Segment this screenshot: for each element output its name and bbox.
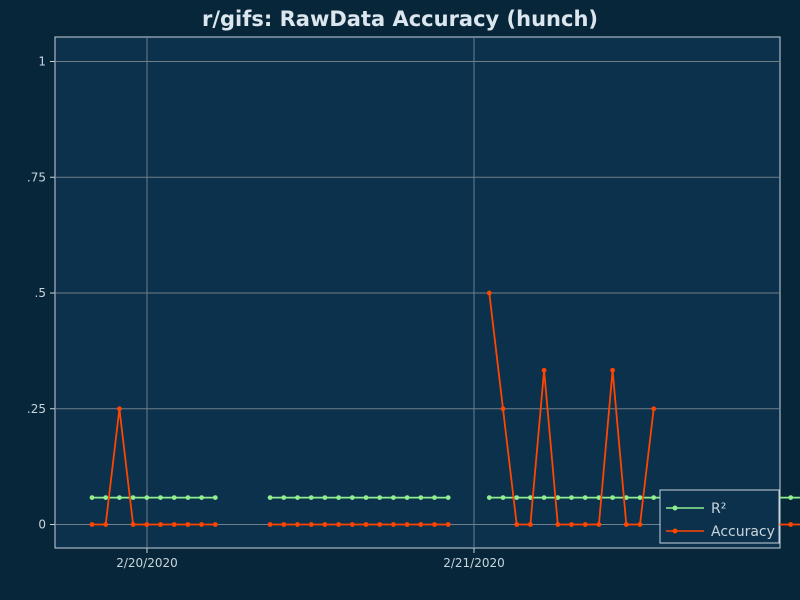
data-point-r2: [336, 495, 341, 500]
legend-box: [659, 489, 780, 544]
data-point-r2: [377, 495, 383, 500]
data-point-accuracy: [651, 406, 657, 412]
series-line-accuracy: [92, 407, 216, 526]
data-point-accuracy: [212, 522, 218, 527]
data-point-r2: [528, 495, 533, 500]
data-point-accuracy: [349, 522, 355, 527]
data-point-accuracy: [432, 522, 437, 527]
data-point-accuracy: [89, 522, 95, 527]
legend: R² Accuracy: [659, 489, 780, 544]
data-point-accuracy: [486, 290, 492, 296]
data-point-r2: [322, 495, 328, 500]
data-point-r2: [144, 495, 150, 500]
y-tick-label: 1: [38, 55, 46, 69]
data-point-r2: [199, 495, 205, 500]
data-point-accuracy: [596, 522, 602, 527]
data-point-accuracy: [623, 522, 629, 527]
data-point-r2: [89, 495, 95, 500]
data-point-accuracy: [199, 522, 205, 527]
data-point-accuracy: [500, 406, 506, 412]
data-point-accuracy: [788, 522, 794, 527]
data-point-r2: [281, 495, 287, 500]
data-point-accuracy: [445, 522, 451, 527]
data-point-accuracy: [391, 522, 396, 527]
data-point-r2: [582, 495, 588, 500]
legend-label-accuracy: Accuracy: [711, 524, 775, 540]
y-tick-label: 0: [38, 518, 46, 532]
series-layer: [89, 290, 800, 527]
data-point-r2: [555, 495, 561, 500]
x-tick-label: 2/20/2020: [116, 556, 178, 570]
data-point-r2: [569, 495, 574, 500]
data-point-r2: [514, 495, 520, 500]
data-point-accuracy: [418, 522, 424, 527]
legend-marker-r2: [672, 505, 678, 511]
data-point-r2: [596, 495, 602, 500]
data-point-r2: [171, 495, 177, 500]
data-point-r2: [445, 495, 451, 500]
data-point-r2: [610, 495, 615, 500]
data-point-accuracy: [117, 406, 122, 412]
data-point-accuracy: [158, 522, 163, 527]
y-tick-label: .75: [27, 170, 46, 184]
data-point-accuracy: [171, 522, 177, 527]
data-point-accuracy: [377, 522, 383, 527]
data-point-accuracy: [308, 522, 314, 527]
data-point-accuracy: [582, 522, 588, 527]
data-point-r2: [103, 495, 109, 500]
data-point-accuracy: [514, 522, 520, 527]
data-point-r2: [432, 495, 437, 500]
data-point-accuracy: [281, 522, 287, 527]
legend-label-r2: R²: [711, 501, 726, 517]
data-point-r2: [295, 495, 300, 500]
data-point-r2: [185, 495, 191, 500]
data-point-r2: [349, 495, 355, 500]
data-point-accuracy: [569, 522, 574, 527]
data-point-r2: [117, 495, 122, 500]
data-point-accuracy: [555, 522, 561, 527]
data-point-r2: [637, 495, 643, 500]
data-point-accuracy: [528, 522, 533, 527]
data-point-accuracy: [404, 522, 410, 527]
legend-marker-accuracy: [672, 528, 678, 534]
data-point-accuracy: [637, 522, 643, 527]
data-point-accuracy: [144, 522, 150, 527]
data-point-accuracy: [322, 522, 328, 527]
y-tick-label: .5: [35, 286, 46, 300]
data-point-r2: [391, 495, 396, 500]
data-point-accuracy: [541, 367, 547, 373]
chart-title: r/gifs: RawData Accuracy (hunch): [202, 7, 598, 31]
data-point-r2: [788, 495, 794, 500]
data-point-r2: [404, 495, 410, 500]
y-tick-label: .25: [27, 402, 46, 416]
data-point-accuracy: [610, 367, 615, 373]
data-point-r2: [486, 495, 492, 500]
data-point-r2: [363, 495, 369, 500]
data-point-r2: [158, 495, 163, 500]
data-point-accuracy: [103, 522, 109, 527]
data-point-r2: [308, 495, 314, 500]
x-tick-label: 2/21/2020: [443, 556, 505, 570]
data-point-r2: [130, 495, 136, 500]
tick-labels: 0 .25 .5 .75 1 2/20/2020 2/21/2020: [27, 55, 505, 571]
data-point-accuracy: [267, 522, 273, 527]
data-point-r2: [541, 495, 547, 500]
data-point-accuracy: [185, 522, 191, 527]
data-point-r2: [651, 495, 657, 500]
data-point-accuracy: [336, 522, 341, 527]
data-point-accuracy: [130, 522, 136, 527]
data-point-accuracy: [295, 522, 300, 527]
data-point-r2: [418, 495, 424, 500]
data-point-accuracy: [363, 522, 369, 527]
data-point-r2: [500, 495, 506, 500]
data-point-r2: [212, 495, 218, 500]
data-point-r2: [267, 495, 273, 500]
data-point-r2: [623, 495, 629, 500]
